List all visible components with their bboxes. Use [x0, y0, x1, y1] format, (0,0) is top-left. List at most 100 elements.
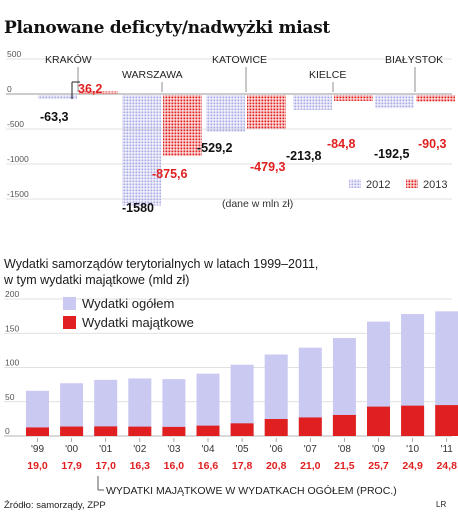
bar-total-04	[196, 373, 220, 436]
x-tick-label: '02	[133, 444, 146, 455]
value-label-2012-kielce: -213,8	[286, 149, 321, 163]
value-label-2012-warszawa: -1580	[122, 201, 154, 215]
bar-total-11	[435, 311, 458, 436]
y-tick-label: -1500	[7, 189, 29, 199]
city-label-krakow: KRAKÓW	[45, 53, 92, 66]
share-label: 21,0	[300, 460, 321, 472]
bar-capital-08	[332, 414, 356, 436]
legend-swatch-total	[63, 297, 76, 310]
city-label-bialystok: BIAŁYSTOK	[385, 54, 443, 66]
y-tick-label: 500	[7, 49, 21, 59]
legend-swatch-2013	[406, 179, 418, 188]
y-tick-label: 0	[7, 84, 12, 94]
legend-label-2013: 2013	[423, 179, 447, 191]
value-label-2013-warszawa: -875,6	[152, 167, 187, 181]
share-callout-label: WYDATKI MAJĄTKOWE W WYDATKACH OGÓŁEM (PR…	[106, 484, 397, 497]
bar-total-01	[94, 379, 118, 436]
bar-capital-99	[26, 427, 49, 436]
expenditure-chart-title: Wydatki samorządów terytorialnych w lata…	[4, 256, 444, 288]
bar-capital-01	[94, 426, 118, 436]
unit-note: (dane w mln zł)	[222, 198, 293, 210]
share-label: 24,9	[402, 460, 423, 472]
legend-label-capital: Wydatki majątkowe	[82, 315, 194, 330]
share-label: 17,9	[61, 460, 82, 472]
bar-capital-03	[162, 426, 186, 436]
bar-2013-katowice	[247, 95, 286, 129]
bar-capital-06	[264, 419, 288, 436]
bar-2013-bialystok	[416, 95, 455, 102]
share-label: 16,3	[130, 460, 151, 472]
bar-2012-katowice	[206, 95, 245, 133]
bar-total-06	[264, 354, 288, 436]
legend-swatch-2012	[349, 179, 361, 188]
legend-swatch-capital	[63, 316, 76, 329]
bar-capital-00	[60, 426, 84, 436]
value-label-2013-bialystok: -90,3	[418, 137, 447, 151]
x-tick-label: '01	[99, 444, 112, 455]
expenditure-chart-title-line-1: Wydatki samorządów terytorialnych w lata…	[4, 257, 319, 271]
bar-capital-04	[196, 425, 220, 436]
chart-title: Planowane deficyty/nadwyżki miast	[4, 18, 330, 38]
bar-capital-11	[435, 405, 458, 436]
bar-2012-kielce	[293, 95, 332, 110]
bar-capital-10	[401, 405, 425, 436]
value-label-2013-kielce: -84,8	[327, 137, 356, 151]
x-tick-label: '08	[338, 444, 351, 455]
y-tick-label: 0	[5, 426, 10, 436]
x-tick-label: '05	[236, 444, 249, 455]
bar-total-05	[230, 364, 254, 436]
share-label: 17,0	[95, 460, 116, 472]
bar-capital-05	[230, 423, 254, 436]
bar-total-03	[162, 379, 186, 436]
share-label: 19,0	[27, 460, 48, 472]
x-tick-label: '06	[270, 444, 283, 455]
x-tick-label: '10	[406, 444, 419, 455]
x-tick-label: '00	[65, 444, 78, 455]
city-label-katowice: KATOWICE	[212, 54, 267, 66]
y-tick-label: 50	[5, 392, 15, 402]
share-label: 20,8	[266, 460, 287, 472]
y-tick-label: 200	[5, 289, 19, 299]
city-label-warszawa: WARSZAWA	[122, 69, 183, 81]
y-tick-label: -1000	[7, 154, 29, 164]
bar-total-99	[26, 390, 49, 436]
source-note: Źródło: samorządy, ZPP	[4, 500, 106, 511]
bar-total-08	[332, 338, 356, 436]
value-label-2013-krakow: 36,2	[78, 82, 102, 96]
legend-label-total: Wydatki ogółem	[82, 296, 174, 311]
x-tick-label: '07	[304, 444, 317, 455]
bar-2013-kielce	[334, 95, 373, 101]
share-label: 21,5	[334, 460, 355, 472]
bar-total-10	[401, 314, 425, 436]
x-tick-label: '11	[441, 444, 454, 455]
share-label: 16,0	[164, 460, 185, 472]
bar-2013-warszawa	[163, 95, 202, 157]
deficits-chart: 500 0 -500 -1000 -1500 KRAKÓW -63,3 36,2 WARSZAW…	[6, 49, 455, 215]
share-label: 17,8	[232, 460, 253, 472]
bar-2012-warszawa	[122, 95, 161, 206]
value-label-2012-katowice: -529,2	[197, 141, 232, 155]
expenditure-chart-title-line-2: w tym wydatki majątkowe (mld zł)	[4, 273, 190, 287]
legend-label-2012: 2012	[366, 179, 390, 191]
bar-total-07	[298, 347, 322, 436]
bar-total-00	[60, 383, 84, 436]
bar-capital-02	[128, 426, 152, 436]
x-tick-label: '03	[167, 444, 180, 455]
bar-2013-krakow	[79, 91, 118, 94]
bar-total-02	[128, 378, 152, 436]
x-tick-label: '09	[372, 444, 385, 455]
value-label-2013-katowice: -479,3	[250, 160, 285, 174]
y-tick-label: -500	[7, 119, 24, 129]
value-label-2012-krakow: -63,3	[40, 110, 69, 124]
value-label-2012-bialystok: -192,5	[374, 147, 409, 161]
bar-capital-09	[367, 406, 390, 436]
share-label: 25,7	[368, 460, 389, 472]
city-label-kielce: KIELCE	[309, 69, 346, 81]
y-tick-label: 100	[5, 358, 19, 368]
share-label: 24,8	[436, 460, 457, 472]
x-tick-label: '04	[201, 444, 214, 455]
y-tick-label: 150	[5, 323, 19, 333]
x-tick-label: '99	[31, 444, 44, 455]
bar-2012-bialystok	[375, 95, 414, 109]
